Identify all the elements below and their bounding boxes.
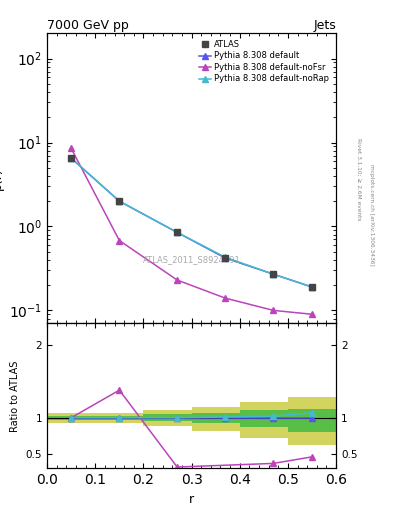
Text: mcplots.cern.ch [arXiv:1306.3436]: mcplots.cern.ch [arXiv:1306.3436] [369,164,374,266]
Text: ATLAS_2011_S8924791: ATLAS_2011_S8924791 [143,255,241,264]
Text: Jets: Jets [313,19,336,32]
X-axis label: r: r [189,493,194,506]
Y-axis label: Ratio to ATLAS: Ratio to ATLAS [10,360,20,432]
Text: 7000 GeV pp: 7000 GeV pp [47,19,129,32]
Text: Rivet 3.1.10; ≥ 2.6M events: Rivet 3.1.10; ≥ 2.6M events [356,138,362,221]
Legend: ATLAS, Pythia 8.308 default, Pythia 8.308 default-noFsr, Pythia 8.308 default-no: ATLAS, Pythia 8.308 default, Pythia 8.30… [196,37,332,86]
Y-axis label: ρ(r): ρ(r) [0,167,4,190]
